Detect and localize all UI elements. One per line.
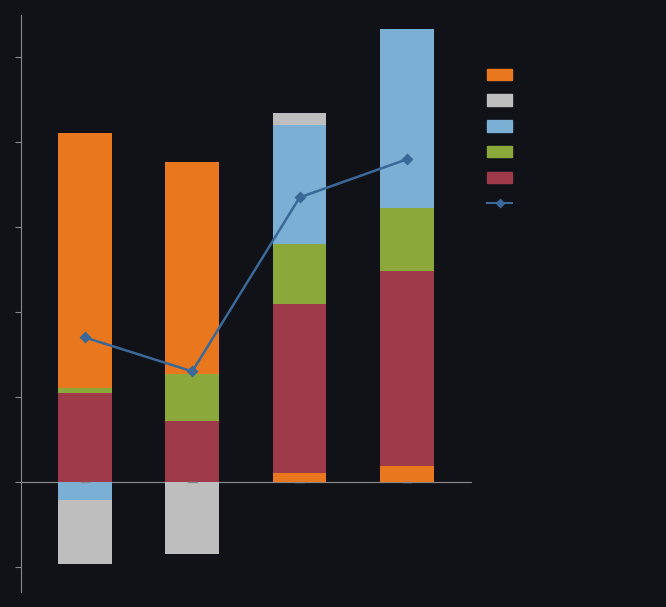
Bar bbox=[165, 421, 219, 482]
Bar bbox=[58, 387, 112, 393]
Legend: , , , , , : , , , , , bbox=[488, 68, 517, 211]
Bar bbox=[273, 473, 326, 482]
Bar bbox=[165, 374, 219, 421]
Bar bbox=[58, 133, 112, 387]
Bar bbox=[380, 29, 434, 208]
Bar bbox=[273, 112, 326, 125]
Bar bbox=[380, 466, 434, 482]
Bar bbox=[58, 500, 112, 564]
Bar bbox=[273, 304, 326, 473]
Bar bbox=[380, 271, 434, 466]
Bar bbox=[58, 482, 112, 500]
Bar bbox=[273, 244, 326, 304]
Bar bbox=[165, 162, 219, 374]
Bar bbox=[273, 125, 326, 244]
Bar bbox=[380, 208, 434, 271]
Bar bbox=[165, 482, 219, 554]
Bar bbox=[58, 393, 112, 482]
